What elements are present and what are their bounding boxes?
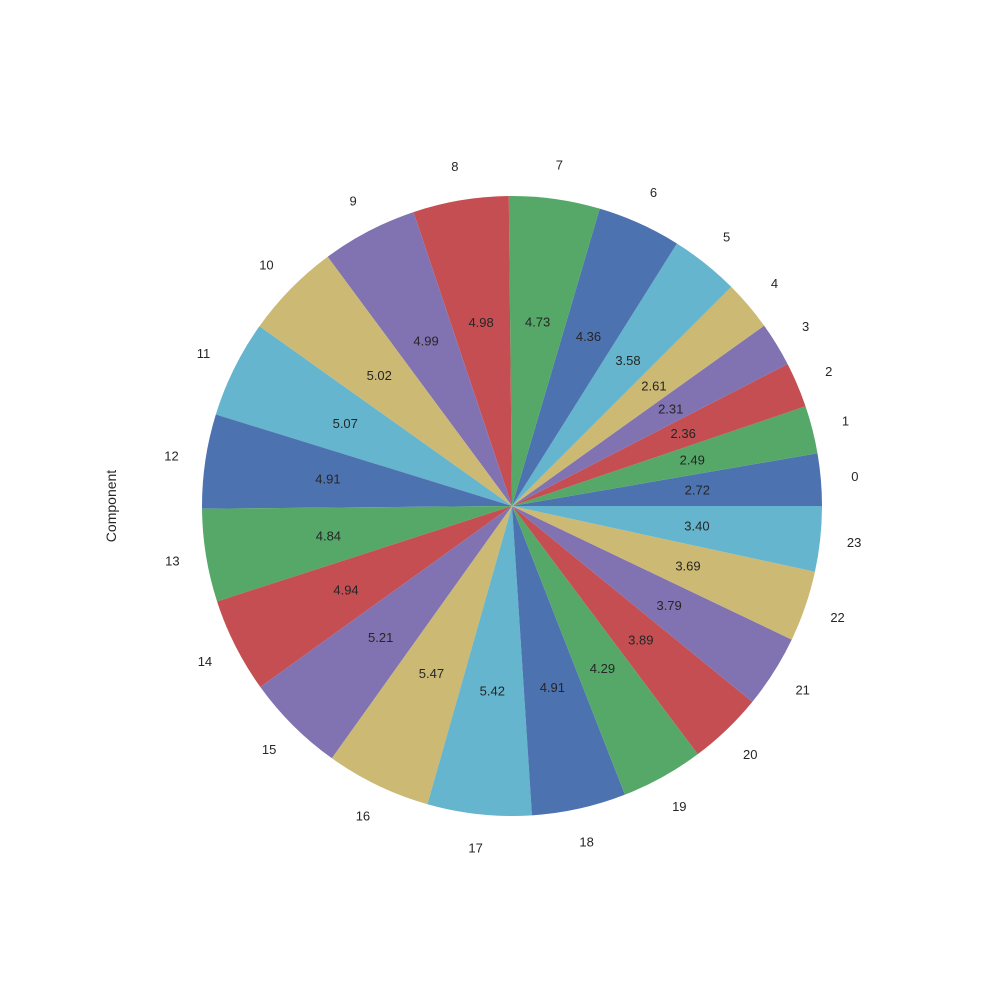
pie-slice-15 [260,506,512,759]
value-label-14: 4.94 [333,582,358,597]
category-label-1: 1 [842,414,849,429]
value-label-18: 4.91 [540,680,565,695]
pie-slice-20 [512,506,753,755]
value-labels: 2.72 2.49 2.36 2.31 2.613.58 4.36 4.73 4.98 4.99… [315,314,710,698]
pie-slice-23 [512,506,822,572]
value-label-4: 2.61 [641,378,666,393]
pie-slice-13 [202,506,512,602]
category-label-4: 4 [771,276,778,291]
value-label-8: 4.98 [468,315,493,330]
value-label-7: 4.73 [525,314,550,329]
category-label-0: 0 [851,469,858,484]
pie-slice-7 [508,196,600,506]
pie-slice-10 [259,256,512,506]
category-label-20: 20 [743,747,757,762]
category-label-5: 5 [723,230,730,245]
category-label-9: 9 [349,193,356,208]
value-label-6: 4.36 [576,329,601,344]
pie-slice-5 [512,243,732,506]
value-label-11: 5.07 [333,416,358,431]
category-label-23: 23 [847,535,861,550]
pie-slice-2 [512,364,806,506]
pie-slice-1 [512,406,818,506]
pie-slice-19 [512,506,698,795]
value-label-22: 3.69 [675,559,700,574]
pie-slice-9 [327,212,512,506]
value-label-12: 4.91 [315,472,340,487]
pie-slice-17 [427,506,532,816]
value-label-13: 4.84 [316,528,341,543]
category-label-22: 22 [830,610,844,625]
pie-slice-21 [512,506,792,702]
value-label-0: 2.72 [685,483,710,498]
category-label-19: 19 [672,799,686,814]
value-label-1: 2.49 [680,453,705,468]
value-label-16: 5.47 [419,666,444,681]
pie-slice-3 [512,325,788,506]
y-axis-label: Component [103,470,119,542]
pie-slice-14 [217,506,513,687]
value-label-5: 3.58 [615,353,640,368]
pie-slice-22 [512,506,815,640]
category-label-3: 3 [802,319,809,334]
pie-slices [202,196,822,816]
value-label-2: 2.36 [671,426,696,441]
pie-slice-11 [215,326,512,506]
value-label-17: 5.42 [480,683,505,698]
value-label-9: 4.99 [413,334,438,349]
category-label-14: 14 [198,654,212,669]
pie-slice-4 [512,286,765,506]
category-label-10: 10 [259,257,273,272]
pie-slice-18 [512,506,625,816]
pie-slice-16 [331,506,512,805]
value-label-3: 2.31 [658,402,683,417]
pie-slice-6 [512,208,677,507]
pie-slice-0 [512,453,822,506]
category-label-2: 2 [825,364,832,379]
category-label-15: 15 [262,742,276,757]
category-label-18: 18 [579,834,593,849]
category-label-6: 6 [650,185,657,200]
category-label-13: 13 [165,554,179,569]
value-label-15: 5.21 [368,630,393,645]
category-label-21: 21 [795,683,809,698]
category-label-16: 16 [356,809,370,824]
category-label-7: 7 [556,158,563,173]
value-label-23: 3.40 [684,518,709,533]
category-label-17: 17 [468,841,482,856]
category-label-11: 11 [197,346,211,361]
pie-slice-12 [202,414,512,509]
pie-slice-8 [413,196,512,506]
value-label-21: 3.79 [656,598,681,613]
value-label-19: 4.29 [590,661,615,676]
category-label-12: 12 [164,449,178,464]
category-label-8: 8 [451,159,458,174]
value-label-10: 5.02 [367,368,392,383]
value-label-20: 3.89 [628,633,653,648]
